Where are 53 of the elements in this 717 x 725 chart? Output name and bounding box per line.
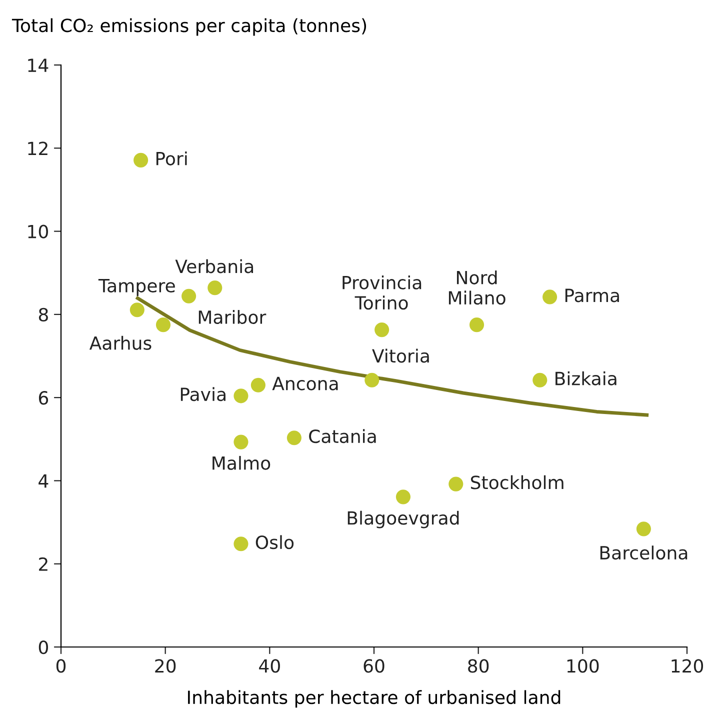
x-tick-label: 80 bbox=[468, 659, 489, 673]
annotation: Tampere bbox=[98, 279, 175, 296]
point bbox=[208, 280, 222, 296]
point bbox=[234, 434, 248, 450]
annotation: Bizkaia bbox=[556, 371, 616, 386]
annotation: Provincia Torino bbox=[342, 275, 422, 310]
point bbox=[532, 372, 548, 388]
annotation: Pori bbox=[156, 151, 187, 166]
x-tick-label: 0 bbox=[56, 659, 66, 673]
x-tick-label: 40 bbox=[259, 659, 280, 673]
x-tick-label: 20 bbox=[155, 659, 176, 673]
point bbox=[636, 522, 651, 536]
point bbox=[374, 322, 390, 338]
annotation: Catania bbox=[309, 429, 376, 444]
y-tick-label: 8 bbox=[38, 308, 48, 322]
point bbox=[364, 372, 380, 388]
y-tick-label: 2 bbox=[39, 557, 48, 571]
annotation: Vitoria bbox=[372, 348, 429, 363]
point bbox=[250, 378, 266, 392]
annotation: Aarhus bbox=[89, 336, 152, 350]
point bbox=[156, 318, 171, 332]
annotation: Maribor bbox=[198, 310, 266, 324]
y-tick-label: 0 bbox=[38, 640, 48, 654]
x-tick-label: 120 bbox=[672, 659, 704, 673]
point bbox=[286, 430, 302, 446]
annotation: Stockholm bbox=[470, 475, 564, 490]
y-tick-label: 12 bbox=[28, 142, 48, 156]
annotation: Pavia bbox=[180, 387, 226, 402]
x-tick-label: 100 bbox=[567, 659, 599, 673]
annotation: Ancona bbox=[272, 376, 338, 390]
point bbox=[134, 152, 148, 168]
annotation: Parma bbox=[565, 288, 619, 302]
annotation: Barcelona bbox=[600, 546, 688, 560]
y-tick-label: 4 bbox=[38, 474, 48, 488]
annotation: Blagoevgrad bbox=[348, 510, 459, 528]
x-tick-label: 60 bbox=[364, 659, 384, 673]
y-tick-label: 14 bbox=[28, 58, 48, 72]
point bbox=[396, 490, 410, 504]
point bbox=[234, 536, 248, 552]
annotation: Verbania bbox=[175, 259, 254, 274]
annotation: Malmo bbox=[212, 456, 270, 470]
point bbox=[448, 476, 464, 492]
annotation: Oslo bbox=[256, 535, 294, 550]
point bbox=[182, 288, 196, 304]
point bbox=[542, 290, 558, 304]
y-tick-label: 6 bbox=[38, 391, 48, 405]
x-axis-title: Inhabitants per hectare of urbanised land bbox=[188, 690, 560, 708]
point bbox=[130, 302, 144, 318]
annotation: Nord Milano bbox=[448, 270, 506, 305]
point bbox=[234, 388, 248, 404]
y-tick-label: 10 bbox=[28, 224, 48, 238]
point bbox=[469, 318, 484, 332]
y-axis-title: Total CO₂ emissions per capita (tonnes) bbox=[12, 18, 366, 36]
